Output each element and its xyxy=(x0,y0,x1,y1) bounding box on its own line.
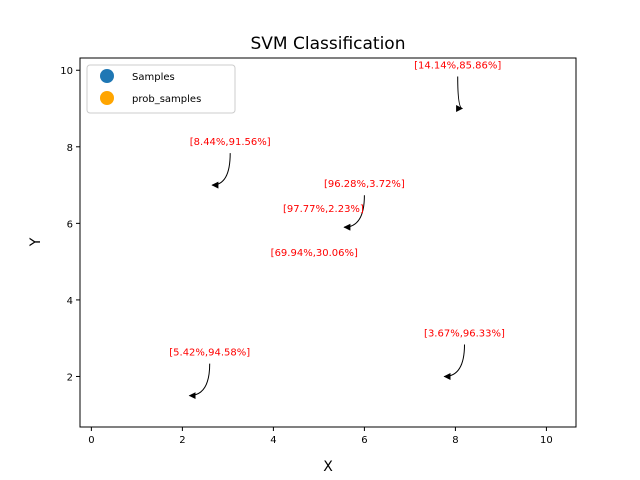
plot-area xyxy=(79,57,577,428)
annotation-label-0: [14.14%,85.86%] xyxy=(414,61,501,72)
legend-marker-0 xyxy=(100,69,114,83)
legend-box xyxy=(86,64,236,114)
x-tick-label-1: 2 xyxy=(179,435,185,446)
y-axis-title: Y xyxy=(28,237,44,247)
y-tick-label-2: 6 xyxy=(67,219,73,230)
legend: Samples prob_samples xyxy=(86,64,236,114)
x-tick-label-3: 6 xyxy=(361,435,367,446)
legend-marker-1 xyxy=(100,91,114,105)
y-tick-label-3: 8 xyxy=(67,143,73,154)
annotation-label-6: [5.42%,94.58%] xyxy=(169,348,250,359)
chart-title: SVM Classification xyxy=(251,34,406,54)
annotation-arrow-1 xyxy=(211,153,231,189)
plot-frame xyxy=(79,57,577,428)
y-tick-label-0: 2 xyxy=(67,372,73,383)
x-axis-title: X xyxy=(323,459,333,475)
annotation-arrow-5 xyxy=(443,344,465,380)
x-tick-label-0: 0 xyxy=(88,435,94,446)
x-tick-label-5: 10 xyxy=(540,435,553,446)
annotation-arrow-2 xyxy=(343,195,365,231)
legend-label-1: prob_samples xyxy=(132,94,201,105)
annotation-label-4: [69.94%,30.06%] xyxy=(271,248,358,259)
annotation-label-3: [97.77%,2.23%] xyxy=(283,204,364,215)
annotation-arrow-0 xyxy=(456,76,464,112)
annotation-label-2: [96.28%,3.72%] xyxy=(324,179,405,190)
y-tick-label-1: 4 xyxy=(67,296,73,307)
annotation-label-5: [3.67%,96.33%] xyxy=(424,329,505,340)
y-tick-label-4: 10 xyxy=(60,66,73,77)
annotation-arrow-6 xyxy=(188,363,211,400)
legend-label-0: Samples xyxy=(132,72,175,83)
x-tick-label-2: 4 xyxy=(270,435,276,446)
annotation-label-1: [8.44%,91.56%] xyxy=(190,137,271,148)
x-tick-label-4: 8 xyxy=(452,435,458,446)
